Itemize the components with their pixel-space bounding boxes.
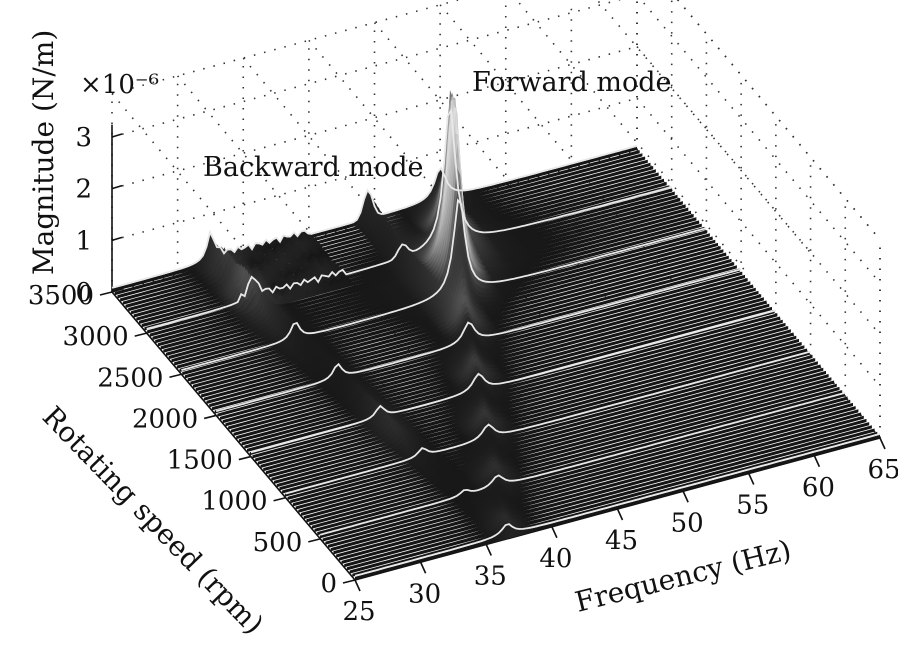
y-tick-mark	[238, 455, 252, 461]
x-tick-label: 55	[736, 491, 769, 521]
surface-slice	[311, 383, 837, 529]
x-tick-label: 50	[671, 508, 704, 538]
y-tick-label: 2000	[132, 404, 198, 434]
y-tick-label: 1500	[167, 446, 233, 476]
grid-line	[676, 0, 881, 241]
z-tick-mark	[111, 184, 123, 190]
surface-slice	[319, 393, 845, 539]
surface-slice	[303, 374, 829, 520]
x-tick-mark	[354, 579, 361, 592]
z-tick-mark	[111, 236, 123, 242]
y-tick-mark	[308, 538, 321, 543]
x-tick-label: 35	[474, 562, 507, 592]
y-tick-mark	[99, 291, 113, 296]
speed-slice-line	[111, 144, 638, 289]
z-tick-label: 1	[75, 226, 92, 256]
surface-slice	[295, 364, 821, 510]
surface-slice	[136, 150, 662, 321]
surface-slice	[322, 396, 848, 542]
surface-slice	[330, 406, 856, 552]
x-tick-mark	[813, 455, 821, 468]
y-tick-label: 2500	[97, 363, 163, 393]
surface-slice	[346, 425, 872, 571]
y-tick-mark	[203, 414, 217, 420]
surface	[111, 90, 881, 580]
surface-slice	[325, 399, 851, 545]
z-axis-title: Magnitude (N/m)	[27, 30, 60, 275]
speed-slice-line	[215, 268, 742, 413]
y-tick-mark	[134, 332, 147, 337]
x-tick-mark	[616, 508, 624, 521]
speed-slice-line	[285, 350, 811, 495]
surface-slice	[314, 386, 840, 532]
x-tick-mark	[682, 490, 689, 503]
x-tick-label: 45	[605, 526, 638, 556]
speed-slice-line	[250, 309, 777, 454]
surface-slice	[328, 402, 853, 548]
y-tick-label: 500	[253, 528, 303, 558]
surface-slice	[309, 380, 835, 526]
y-tick-label: 3000	[63, 322, 129, 352]
surface-slice	[355, 434, 880, 580]
surface-slice	[341, 418, 867, 564]
y-tick-label: 0	[320, 569, 337, 599]
surface-slice	[301, 370, 826, 516]
y-tick-mark	[169, 373, 182, 379]
x-tick-label: 40	[539, 544, 572, 574]
surface-slice	[306, 377, 832, 523]
speed-slice-line	[320, 391, 846, 536]
surface-slice	[333, 409, 859, 555]
x-tick-mark	[551, 526, 558, 539]
surface-slice	[336, 412, 862, 558]
y-tick-label: 1000	[201, 487, 267, 517]
grid-line	[676, 0, 881, 241]
x-tick-mark	[419, 561, 427, 574]
surface-slice	[182, 204, 708, 376]
surface-slice	[344, 422, 870, 568]
x-tick-label: 65	[867, 455, 898, 485]
x-tick-mark	[748, 473, 755, 485]
backward-mode-annotation: Backward mode	[203, 152, 424, 183]
x-tick-mark	[879, 437, 886, 450]
forward-mode-annotation: Forward mode	[472, 67, 672, 98]
x-tick-label: 30	[408, 579, 441, 609]
x-tick-label: 60	[802, 473, 835, 503]
z-tick-mark	[111, 133, 123, 138]
surface-slice	[171, 133, 697, 363]
surface-slice	[298, 367, 824, 513]
speed-slice-line	[181, 198, 707, 371]
y-axis-title: Rotating speed (rpm)	[36, 400, 270, 641]
x-tick-label: 25	[342, 597, 375, 627]
y-tick-mark	[273, 496, 286, 502]
surface-slice	[338, 415, 864, 561]
z-axis-scale-label: ×10⁻⁶	[80, 70, 159, 100]
speed-slice-line	[146, 107, 672, 330]
y-tick-label: 3500	[28, 281, 94, 311]
z-tick-label: 0	[75, 278, 92, 308]
z-tick-label: 3	[75, 123, 92, 153]
speed-slice-line	[354, 433, 881, 577]
z-tick-label: 2	[75, 175, 92, 205]
y-tick-mark	[342, 579, 356, 584]
x-tick-mark	[485, 544, 492, 556]
surface-slice	[349, 428, 875, 574]
